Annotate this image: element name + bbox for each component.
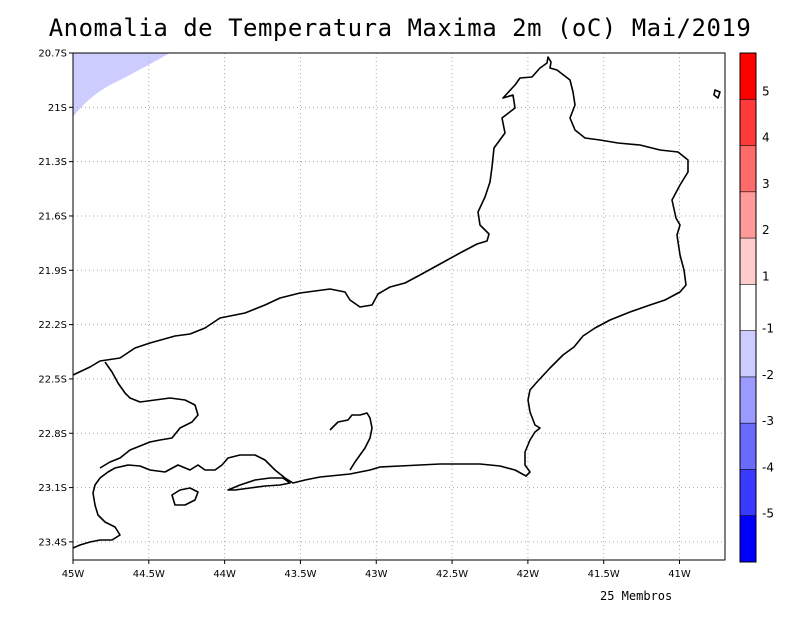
anomaly-patch: [73, 53, 170, 117]
colorbar-label: -5: [762, 507, 774, 521]
map-title: Anomalia de Temperatura Maxima 2m (oC) M…: [48, 14, 752, 42]
x-tick-label: 43.5W: [284, 569, 316, 580]
colorbar-label: -4: [762, 460, 774, 474]
colorbar-frame: [739, 52, 757, 563]
x-tick-label: 41W: [668, 569, 691, 580]
y-axis: 20.7S 21S 21.3S 21.6S 21.9S 22.2S 22.5S 22.8S 23…: [38, 49, 73, 548]
x-tick-label: 42W: [517, 569, 540, 580]
y-tick-label: 20.7S: [38, 49, 67, 60]
grid-lines: [73, 53, 725, 560]
x-tick-label: 44.5W: [133, 569, 165, 580]
colorbar-label: -1: [762, 322, 774, 336]
x-tick-label: 43W: [365, 569, 388, 580]
x-tick-label: 42.5W: [436, 569, 468, 580]
x-tick-label: 41.5W: [588, 569, 620, 580]
x-tick-label: 45W: [62, 569, 85, 580]
y-tick-label: 21.6S: [38, 211, 67, 222]
colorbar-label: -3: [762, 414, 774, 428]
colorbar-label: 1: [762, 269, 770, 283]
ensemble-members-note: 25 Membros: [600, 589, 673, 603]
colorbar-label: 5: [762, 84, 770, 98]
colorbar-label: 4: [762, 131, 770, 145]
colorbar-swatch: [740, 515, 756, 562]
y-tick-label: 22.8S: [38, 429, 67, 440]
colorbar-swatch: [740, 53, 756, 100]
x-axis: 45W 44.5W 44W 43.5W 43W 42.5W 42W 41.5W 41W: [62, 560, 691, 580]
colorbar-swatch: [740, 423, 756, 470]
colorbar-label: -2: [762, 368, 774, 382]
colorbar-swatch: [740, 469, 756, 516]
y-tick-label: 22.5S: [38, 374, 67, 385]
y-tick-label: 23.1S: [38, 483, 67, 494]
colorbar-swatch: [740, 238, 756, 285]
x-tick-label: 44W: [213, 569, 236, 580]
colorbar-swatch: [740, 284, 756, 331]
colorbar-label: 2: [762, 223, 770, 237]
coastline: [72, 56, 721, 549]
colorbar-swatch: [740, 191, 756, 239]
colorbar-swatch: [740, 376, 756, 424]
colorbar: 5 4 3 2 1 -1 -2 -3 -4 -5: [739, 52, 774, 563]
y-tick-label: 21.9S: [38, 266, 67, 277]
y-tick-label: 23.4S: [38, 537, 67, 548]
y-tick-label: 21S: [48, 103, 67, 114]
y-tick-label: 22.2S: [38, 320, 67, 331]
plot-frame: [72, 52, 726, 561]
colorbar-label: 3: [762, 177, 770, 191]
colorbar-swatch: [740, 145, 756, 192]
y-tick-label: 21.3S: [38, 157, 67, 168]
colorbar-swatch: [740, 330, 756, 377]
colorbar-swatch: [740, 99, 756, 146]
